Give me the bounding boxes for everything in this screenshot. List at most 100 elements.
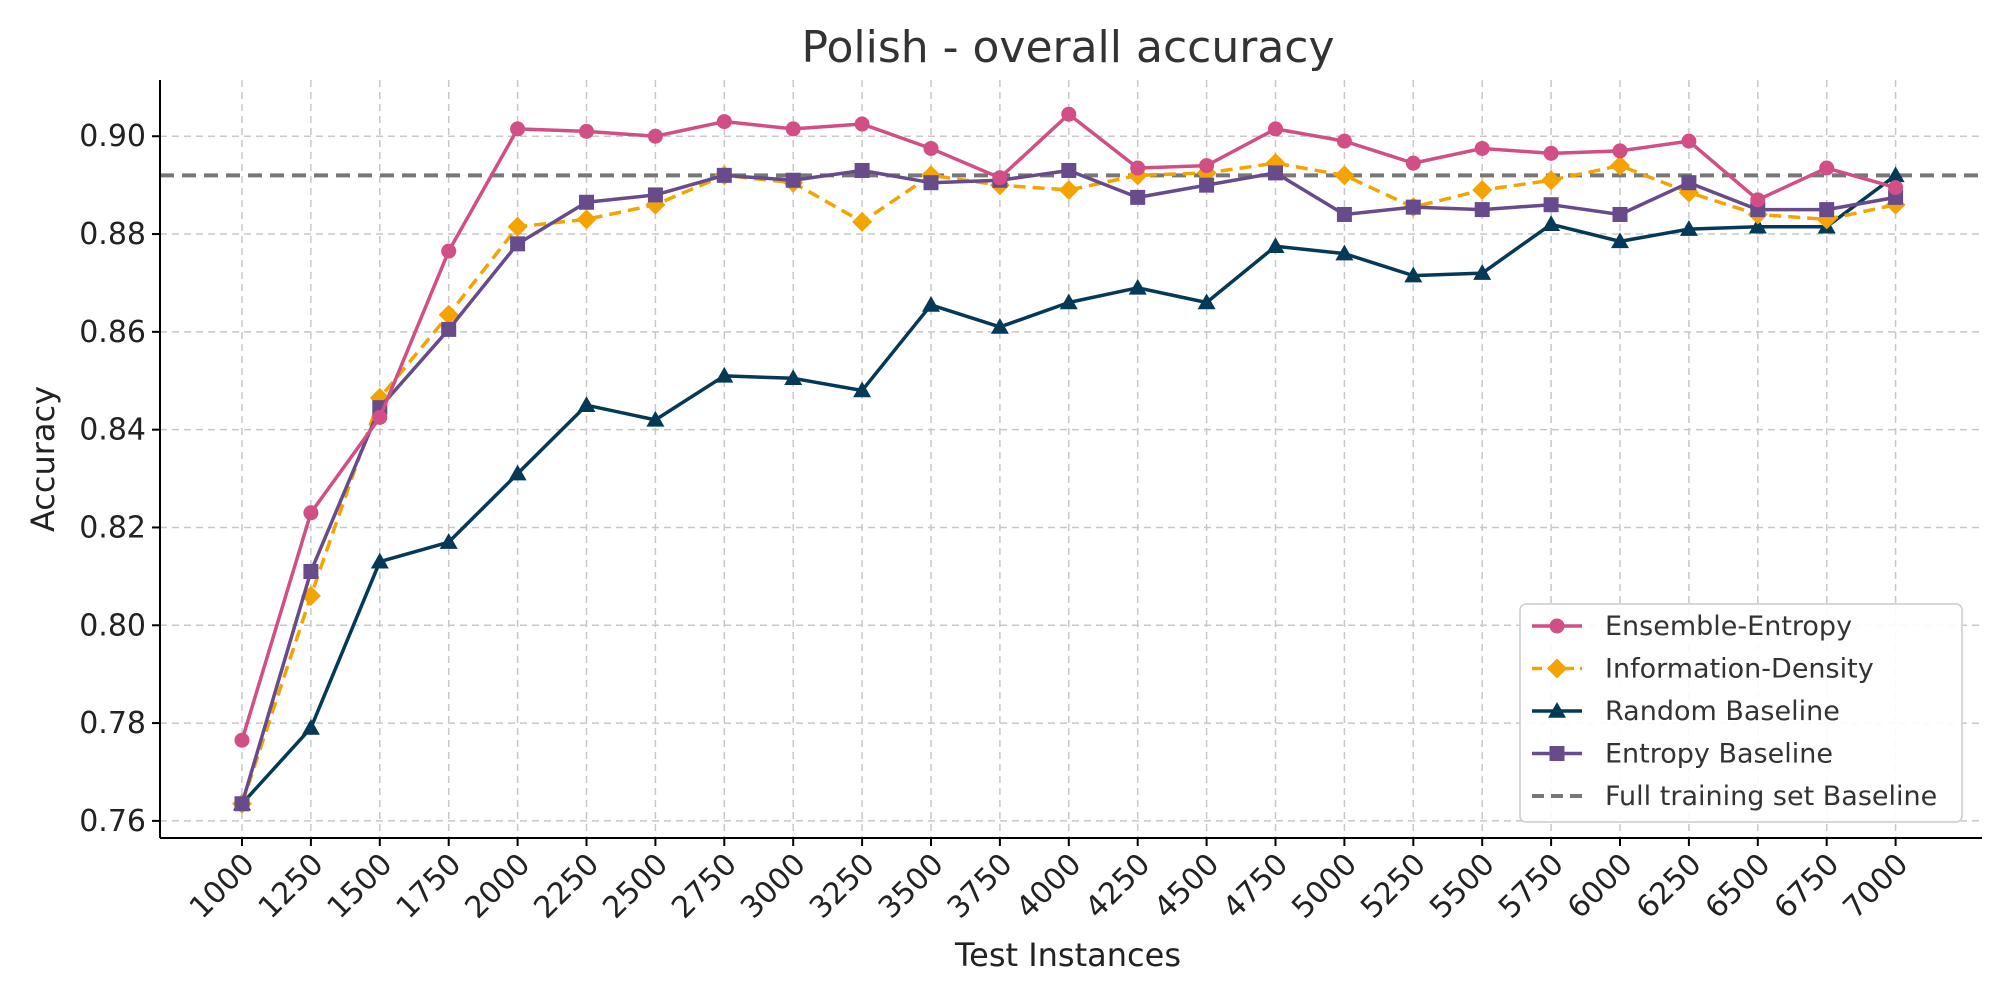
data-point-entropy-baseline	[923, 175, 939, 191]
data-point-information-density	[507, 216, 528, 237]
data-point-random-baseline	[990, 317, 1009, 334]
data-point-entropy-baseline	[510, 236, 526, 252]
x-tick-label: 2000	[459, 847, 538, 926]
data-point-ensemble-entropy	[372, 409, 388, 425]
data-point-ensemble-entropy	[234, 732, 250, 748]
legend-label-random-baseline: Random Baseline	[1605, 696, 1840, 727]
legend-label-information-density: Information-Density	[1605, 654, 1874, 685]
y-tick-label: 0.80	[79, 608, 146, 643]
data-point-entropy-baseline	[1336, 206, 1352, 222]
y-tick-label: 0.86	[79, 315, 146, 350]
data-point-entropy-baseline	[234, 796, 250, 812]
data-point-random-baseline	[853, 381, 872, 398]
legend-marker-entropy-baseline	[1549, 746, 1565, 761]
data-point-random-baseline	[1542, 215, 1561, 232]
x-tick-label: 3500	[872, 847, 951, 926]
data-point-information-density	[1610, 155, 1630, 176]
x-tick-label: 4250	[1079, 847, 1158, 926]
legend-label-ensemble-entropy: Ensemble-Entropy	[1605, 611, 1852, 642]
y-tick-label: 0.84	[79, 413, 146, 448]
series-layer	[232, 106, 1906, 814]
data-point-random-baseline	[715, 366, 734, 383]
data-point-random-baseline	[1128, 278, 1147, 295]
data-point-entropy-baseline	[1612, 206, 1628, 222]
legend-box	[1519, 603, 1963, 823]
data-point-entropy-baseline	[1474, 202, 1490, 218]
x-tick-label: 3750	[941, 847, 1020, 926]
data-point-random-baseline	[439, 533, 458, 549]
x-tick-label: 3250	[803, 847, 882, 926]
legend-label-full-training-set-baseline: Full training set Baseline	[1605, 781, 1937, 812]
data-point-entropy-baseline	[1061, 162, 1077, 178]
x-tick-label: 5500	[1423, 847, 1502, 926]
data-point-ensemble-entropy	[1612, 143, 1628, 159]
legend-marker-ensemble-entropy	[1549, 618, 1565, 634]
data-point-ensemble-entropy	[992, 170, 1008, 186]
axes	[159, 80, 1982, 839]
x-tick-label: 1000	[183, 847, 262, 926]
x-axis-label: Test Instances	[954, 936, 1181, 974]
y-axis-label: Accuracy	[24, 386, 62, 532]
data-point-information-density	[1334, 165, 1355, 186]
y-tick-label: 0.90	[79, 119, 146, 154]
x-tick-label: 1250	[252, 847, 331, 926]
data-point-entropy-baseline	[647, 187, 663, 203]
data-point-random-baseline	[922, 295, 940, 312]
data-point-ensemble-entropy	[1268, 121, 1283, 137]
x-tick-label: 2750	[665, 847, 744, 926]
x-tick-label: 2500	[596, 847, 675, 926]
data-point-random-baseline	[1335, 244, 1354, 261]
data-point-random-baseline	[1679, 220, 1698, 236]
data-point-random-baseline	[370, 552, 389, 569]
data-point-entropy-baseline	[1681, 175, 1697, 191]
data-point-random-baseline	[784, 369, 803, 386]
legend-marker-information-density	[1547, 658, 1567, 679]
legend-marker-random-baseline	[1548, 702, 1566, 718]
grid-lines	[160, 80, 1982, 838]
y-tick-label: 0.88	[79, 217, 146, 252]
data-point-entropy-baseline	[303, 563, 319, 579]
data-point-ensemble-entropy	[1336, 133, 1352, 149]
data-point-entropy-baseline	[579, 194, 594, 210]
data-point-random-baseline	[1404, 266, 1423, 283]
data-point-random-baseline	[1197, 293, 1216, 310]
data-point-entropy-baseline	[1130, 189, 1146, 205]
x-tick-label: 4750	[1216, 847, 1295, 926]
data-point-random-baseline	[577, 396, 596, 412]
data-point-entropy-baseline	[441, 321, 457, 337]
data-point-entropy-baseline	[716, 167, 732, 183]
x-tick-label: 3000	[734, 847, 813, 926]
data-point-random-baseline	[1886, 166, 1905, 183]
legend-entry-full-training-set-baseline: Full training set Baseline	[1532, 781, 1937, 812]
data-point-random-baseline	[508, 464, 527, 481]
data-point-ensemble-entropy	[1543, 145, 1559, 161]
data-point-random-baseline	[1059, 293, 1078, 310]
data-point-ensemble-entropy	[579, 123, 594, 139]
data-point-information-density	[852, 211, 873, 232]
x-tick-label: 6500	[1699, 847, 1778, 926]
x-tick-label: 6250	[1630, 847, 1709, 926]
x-tick-label: 1500	[321, 847, 400, 926]
data-point-entropy-baseline	[1405, 199, 1421, 215]
legend-entry-random-baseline: Random Baseline	[1532, 696, 1840, 727]
data-point-information-density	[1472, 180, 1493, 201]
data-point-information-density	[1541, 170, 1562, 191]
data-point-ensemble-entropy	[510, 121, 526, 137]
data-point-entropy-baseline	[1268, 165, 1283, 181]
y-tick-label: 0.76	[79, 804, 146, 839]
data-point-random-baseline	[1748, 217, 1767, 234]
data-point-information-density	[576, 209, 597, 230]
data-point-ensemble-entropy	[1405, 155, 1421, 171]
data-point-ensemble-entropy	[647, 128, 663, 144]
chart-title: Polish - overall accuracy	[801, 22, 1334, 73]
x-tick-label: 2250	[527, 847, 606, 926]
data-point-information-density	[438, 304, 459, 325]
data-point-ensemble-entropy	[1130, 160, 1146, 176]
legend-label-entropy-baseline: Entropy Baseline	[1605, 739, 1833, 770]
x-tick-label: 6000	[1561, 847, 1640, 926]
data-point-entropy-baseline	[1819, 202, 1835, 218]
data-point-ensemble-entropy	[1474, 140, 1490, 156]
data-point-random-baseline	[1611, 232, 1629, 249]
data-point-ensemble-entropy	[1819, 160, 1835, 176]
